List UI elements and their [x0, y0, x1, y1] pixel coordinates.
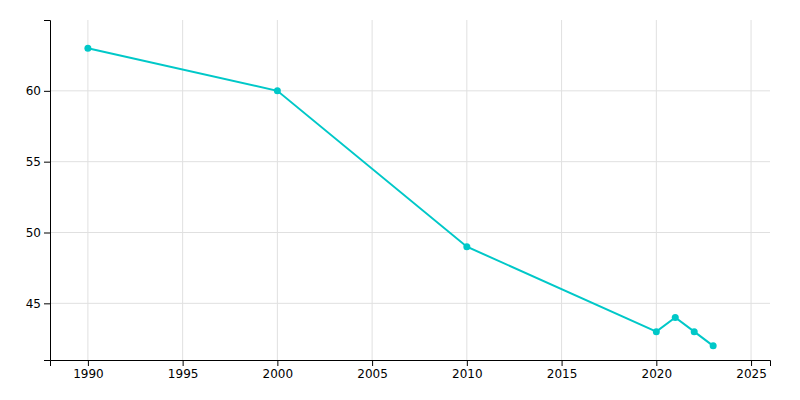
tick-mark — [751, 360, 752, 366]
grid-line-x — [751, 20, 752, 360]
tick-label: 2020 — [642, 367, 673, 381]
tick-label: 45 — [26, 297, 41, 311]
tick: 2015 — [547, 360, 578, 381]
grid-line-x — [182, 20, 183, 360]
tick: 50 — [26, 226, 50, 240]
grid-line-x — [372, 20, 373, 360]
tick: 2005 — [357, 360, 388, 381]
tick-label: 2005 — [357, 367, 388, 381]
x-axis: 1990 1995 2000 2005 2010 2015 2020 2025 — [51, 360, 771, 381]
marker — [691, 328, 698, 335]
marker — [710, 342, 717, 349]
tick: 2025 — [736, 360, 767, 381]
tick-mark — [44, 303, 50, 304]
tick: 2000 — [263, 360, 294, 381]
grid — [50, 20, 770, 360]
tick-label: 2010 — [452, 367, 483, 381]
tick: 1995 — [168, 360, 199, 381]
tick-mark — [467, 360, 468, 366]
grid-line-y — [50, 232, 770, 233]
grid-line-y — [50, 90, 770, 91]
tick-label: 60 — [26, 84, 41, 98]
series — [84, 45, 716, 350]
tick: 60 — [26, 84, 50, 98]
tick: 2010 — [452, 360, 483, 381]
tick: 45 — [26, 297, 50, 311]
grid-line-x — [466, 20, 467, 360]
grid-line-x — [656, 20, 657, 360]
grid-line-x — [277, 20, 278, 360]
tick-label: 2000 — [263, 367, 294, 381]
y-axis: 45 50 55 60 — [26, 21, 51, 361]
marker — [672, 314, 679, 321]
marker — [653, 328, 660, 335]
axis-line — [51, 361, 771, 367]
tick-mark — [562, 360, 563, 366]
tick-label: 50 — [26, 226, 41, 240]
tick-mark — [372, 360, 373, 366]
tick: 1990 — [73, 360, 104, 381]
tick-mark — [44, 233, 50, 234]
tick-label: 1990 — [73, 367, 104, 381]
tick-label: 55 — [26, 155, 41, 169]
tick-mark — [183, 360, 184, 366]
tick-mark — [88, 360, 89, 366]
grid-line-y — [50, 303, 770, 304]
tick-label: 2025 — [736, 367, 767, 381]
axis-line — [44, 21, 51, 361]
tick: 55 — [26, 155, 50, 169]
tick-label: 1995 — [168, 367, 199, 381]
marker — [84, 45, 91, 52]
tick-mark — [44, 162, 50, 163]
tick: 2020 — [642, 360, 673, 381]
marker — [463, 243, 470, 250]
grid-line-x — [87, 20, 88, 360]
grid-line-y — [50, 161, 770, 162]
chart: 1990 1995 2000 2005 2010 2015 2020 2025 45 50 55 60 — [0, 0, 800, 400]
plot-area: 1990 1995 2000 2005 2010 2015 2020 2025 45 50 55 60 — [26, 20, 771, 381]
tick-label: 2015 — [547, 367, 578, 381]
tick-mark — [656, 360, 657, 366]
marker — [274, 87, 281, 94]
tick-mark — [44, 91, 50, 92]
tick-mark — [277, 360, 278, 366]
line — [88, 48, 713, 346]
grid-line-x — [561, 20, 562, 360]
